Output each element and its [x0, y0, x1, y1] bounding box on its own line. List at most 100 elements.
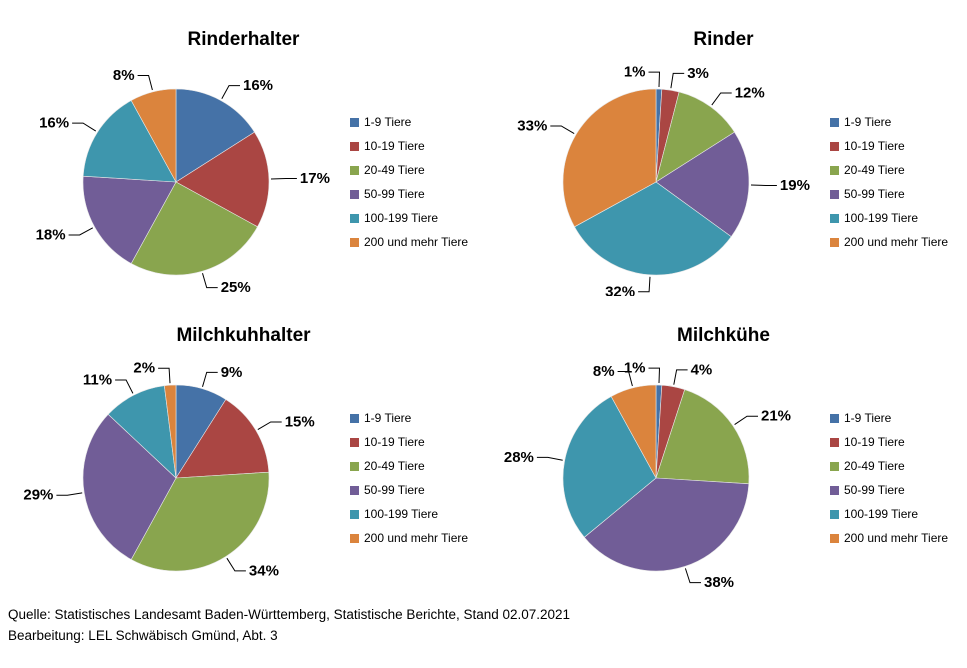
legend-swatch	[830, 533, 839, 543]
label-leader-line	[684, 568, 701, 584]
legend-item: 100-199 Tiere	[350, 502, 468, 526]
slice-label: 25%	[221, 279, 251, 296]
slice-label: 1%	[624, 360, 646, 377]
label-leader-line	[734, 415, 758, 426]
label-leader-line	[550, 125, 575, 135]
slice-label: 4%	[691, 361, 713, 378]
label-leader-line	[750, 184, 777, 186]
pie-slice	[130, 88, 177, 183]
chart-title: Rinder	[693, 29, 754, 50]
legend-label: 20-49 Tiere	[364, 163, 425, 177]
chart-legend: 1-9 Tiere 10-19 Tiere 20-49 Tiere 50-99 Tie…	[830, 406, 948, 550]
legend-label: 200 und mehr Tiere	[364, 531, 469, 545]
label-leader-line	[536, 456, 563, 461]
legend-swatch	[830, 413, 839, 423]
pie-slice	[82, 175, 177, 264]
legend-swatch	[350, 165, 359, 175]
legend-label: 10-19 Tiere	[844, 139, 905, 153]
legend-swatch	[830, 461, 839, 471]
pie-slice	[655, 131, 750, 238]
legend-swatch	[350, 141, 359, 151]
legend-swatch	[350, 509, 359, 519]
chart-panel-rinder: 1% 3% 12% 19% 32% 33% Rinder 1-9 Tiere 10-19 T…	[480, 0, 967, 296]
legend-label: 50-99 Tiere	[844, 483, 905, 497]
label-leader-line	[648, 71, 661, 88]
chart-legend: 1-9 Tiere 10-19 Tiere 20-49 Tiere 50-99 Tie…	[350, 110, 468, 254]
legend-label: 100-199 Tiere	[364, 507, 439, 521]
legend-label: 100-199 Tiere	[844, 507, 919, 521]
legend-swatch	[830, 165, 839, 175]
slice-label: 9%	[221, 364, 243, 381]
slice-label: 8%	[593, 363, 615, 380]
legend-label: 100-199 Tiere	[364, 211, 439, 225]
legend-label: 10-19 Tiere	[844, 435, 905, 449]
pie-slice	[175, 131, 270, 228]
pie-chart-milchkuehe: 1% 4% 21% 38% 28% 8%	[504, 360, 791, 591]
pie-slice	[175, 399, 270, 479]
pie-slice	[562, 88, 657, 228]
legend-item: 200 und mehr Tiere	[350, 230, 468, 254]
legend-label: 100-199 Tiere	[844, 211, 919, 225]
label-leader-line	[670, 72, 685, 89]
slice-label: 15%	[285, 414, 315, 431]
label-leader-line	[257, 421, 282, 431]
label-leader-line	[270, 178, 297, 180]
legend-swatch	[830, 485, 839, 495]
source-note: Quelle: Statistisches Landesamt Baden-Wü…	[8, 604, 570, 646]
slice-label: 34%	[249, 562, 279, 579]
slice-label: 29%	[23, 487, 53, 504]
legend-label: 50-99 Tiere	[364, 483, 425, 497]
legend-swatch	[830, 189, 839, 199]
attribution-line: Bearbeitung: LEL Schwäbisch Gmünd, Abt. …	[8, 628, 278, 643]
legend-swatch	[350, 485, 359, 495]
pie-slice	[562, 396, 657, 538]
legend-item: 100-199 Tiere	[830, 502, 948, 526]
slice-label: 16%	[39, 115, 69, 132]
legend-label: 20-49 Tiere	[364, 459, 425, 473]
legend-label: 1-9 Tiere	[844, 411, 892, 425]
legend-label: 20-49 Tiere	[844, 163, 905, 177]
pie-slice	[164, 384, 177, 479]
pie-chart-milchkuhhalter: 9% 15% 34% 29% 11% 2%	[23, 360, 315, 580]
legend-item: 100-199 Tiere	[830, 206, 948, 230]
chart-title: Rinderhalter	[187, 29, 300, 50]
slice-label: 38%	[704, 574, 734, 591]
legend-label: 200 und mehr Tiere	[844, 235, 949, 249]
legend-swatch	[350, 189, 359, 199]
legend-swatch	[350, 437, 359, 447]
label-leader-line	[202, 371, 218, 387]
legend-item: 50-99 Tiere	[350, 182, 468, 206]
legend-item: 10-19 Tiere	[830, 134, 948, 158]
label-leader-line	[673, 369, 688, 385]
slice-label: 19%	[780, 177, 810, 194]
legend-item: 20-49 Tiere	[830, 454, 948, 478]
slice-label: 32%	[605, 283, 635, 296]
legend-label: 20-49 Tiere	[844, 459, 905, 473]
chart-panel-rinderhalter: 16% 17% 25% 18% 16% 8% Rinderhalter 1-9 Tiere…	[0, 0, 487, 296]
label-leader-line	[711, 92, 732, 106]
legend-label: 10-19 Tiere	[364, 435, 425, 449]
slice-label: 18%	[36, 227, 66, 244]
label-leader-line	[68, 227, 94, 236]
legend-label: 200 und mehr Tiere	[844, 531, 949, 545]
legend-swatch	[350, 213, 359, 223]
pie-slice	[655, 91, 735, 183]
label-leader-line	[226, 557, 246, 572]
slice-label: 33%	[517, 118, 547, 135]
legend-label: 1-9 Tiere	[364, 411, 412, 425]
pie-slice	[583, 477, 750, 572]
pie-slice	[82, 100, 177, 183]
legend-item: 50-99 Tiere	[350, 478, 468, 502]
slice-label: 21%	[761, 408, 791, 425]
slice-label: 11%	[83, 372, 112, 389]
legend-swatch	[350, 533, 359, 543]
slice-label: 3%	[687, 65, 709, 82]
chart-panel-milchkuhhalter: 9% 15% 34% 29% 11% 2% Milchkuhhalter 1-9 Tier…	[0, 296, 487, 592]
legend-item: 200 und mehr Tiere	[830, 526, 948, 550]
label-leader-line	[158, 367, 171, 384]
pie-chart-rinder: 1% 3% 12% 19% 32% 33%	[517, 64, 810, 296]
legend-item: 1-9 Tiere	[350, 110, 468, 134]
slice-label: 1%	[624, 64, 646, 81]
chart-title: Milchkühe	[677, 325, 770, 346]
